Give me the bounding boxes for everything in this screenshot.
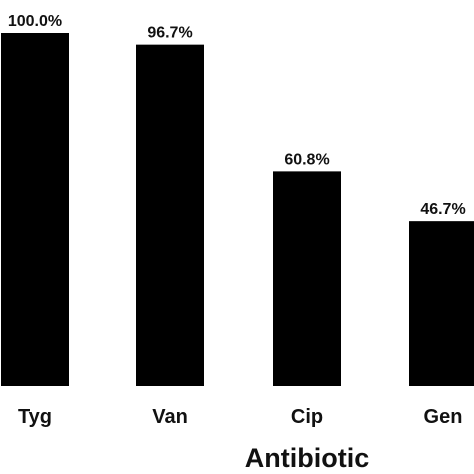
data-label-gen: 46.7%	[420, 201, 465, 218]
x-axis-title: Antibiotic	[245, 443, 369, 473]
data-label-van: 96.7%	[147, 25, 192, 42]
data-label-cip: 60.8%	[284, 151, 329, 168]
x-tick-labels-layer: Tyg Van Cip Gen	[18, 406, 462, 428]
data-labels-layer: 100.0% 96.7% 60.8% 46.7%	[8, 13, 466, 218]
x-tick-label-gen: Gen	[424, 406, 463, 428]
bars-layer	[1, 33, 474, 387]
x-tick-label-van: Van	[152, 406, 188, 428]
x-tick-label-cip: Cip	[291, 406, 323, 428]
bar-cip	[273, 171, 341, 386]
bar-van	[136, 44, 204, 387]
x-tick-label-tyg: Tyg	[18, 406, 52, 428]
bar-tyg	[1, 33, 69, 386]
data-label-tyg: 100.0%	[8, 13, 62, 30]
bar-gen	[409, 221, 474, 386]
